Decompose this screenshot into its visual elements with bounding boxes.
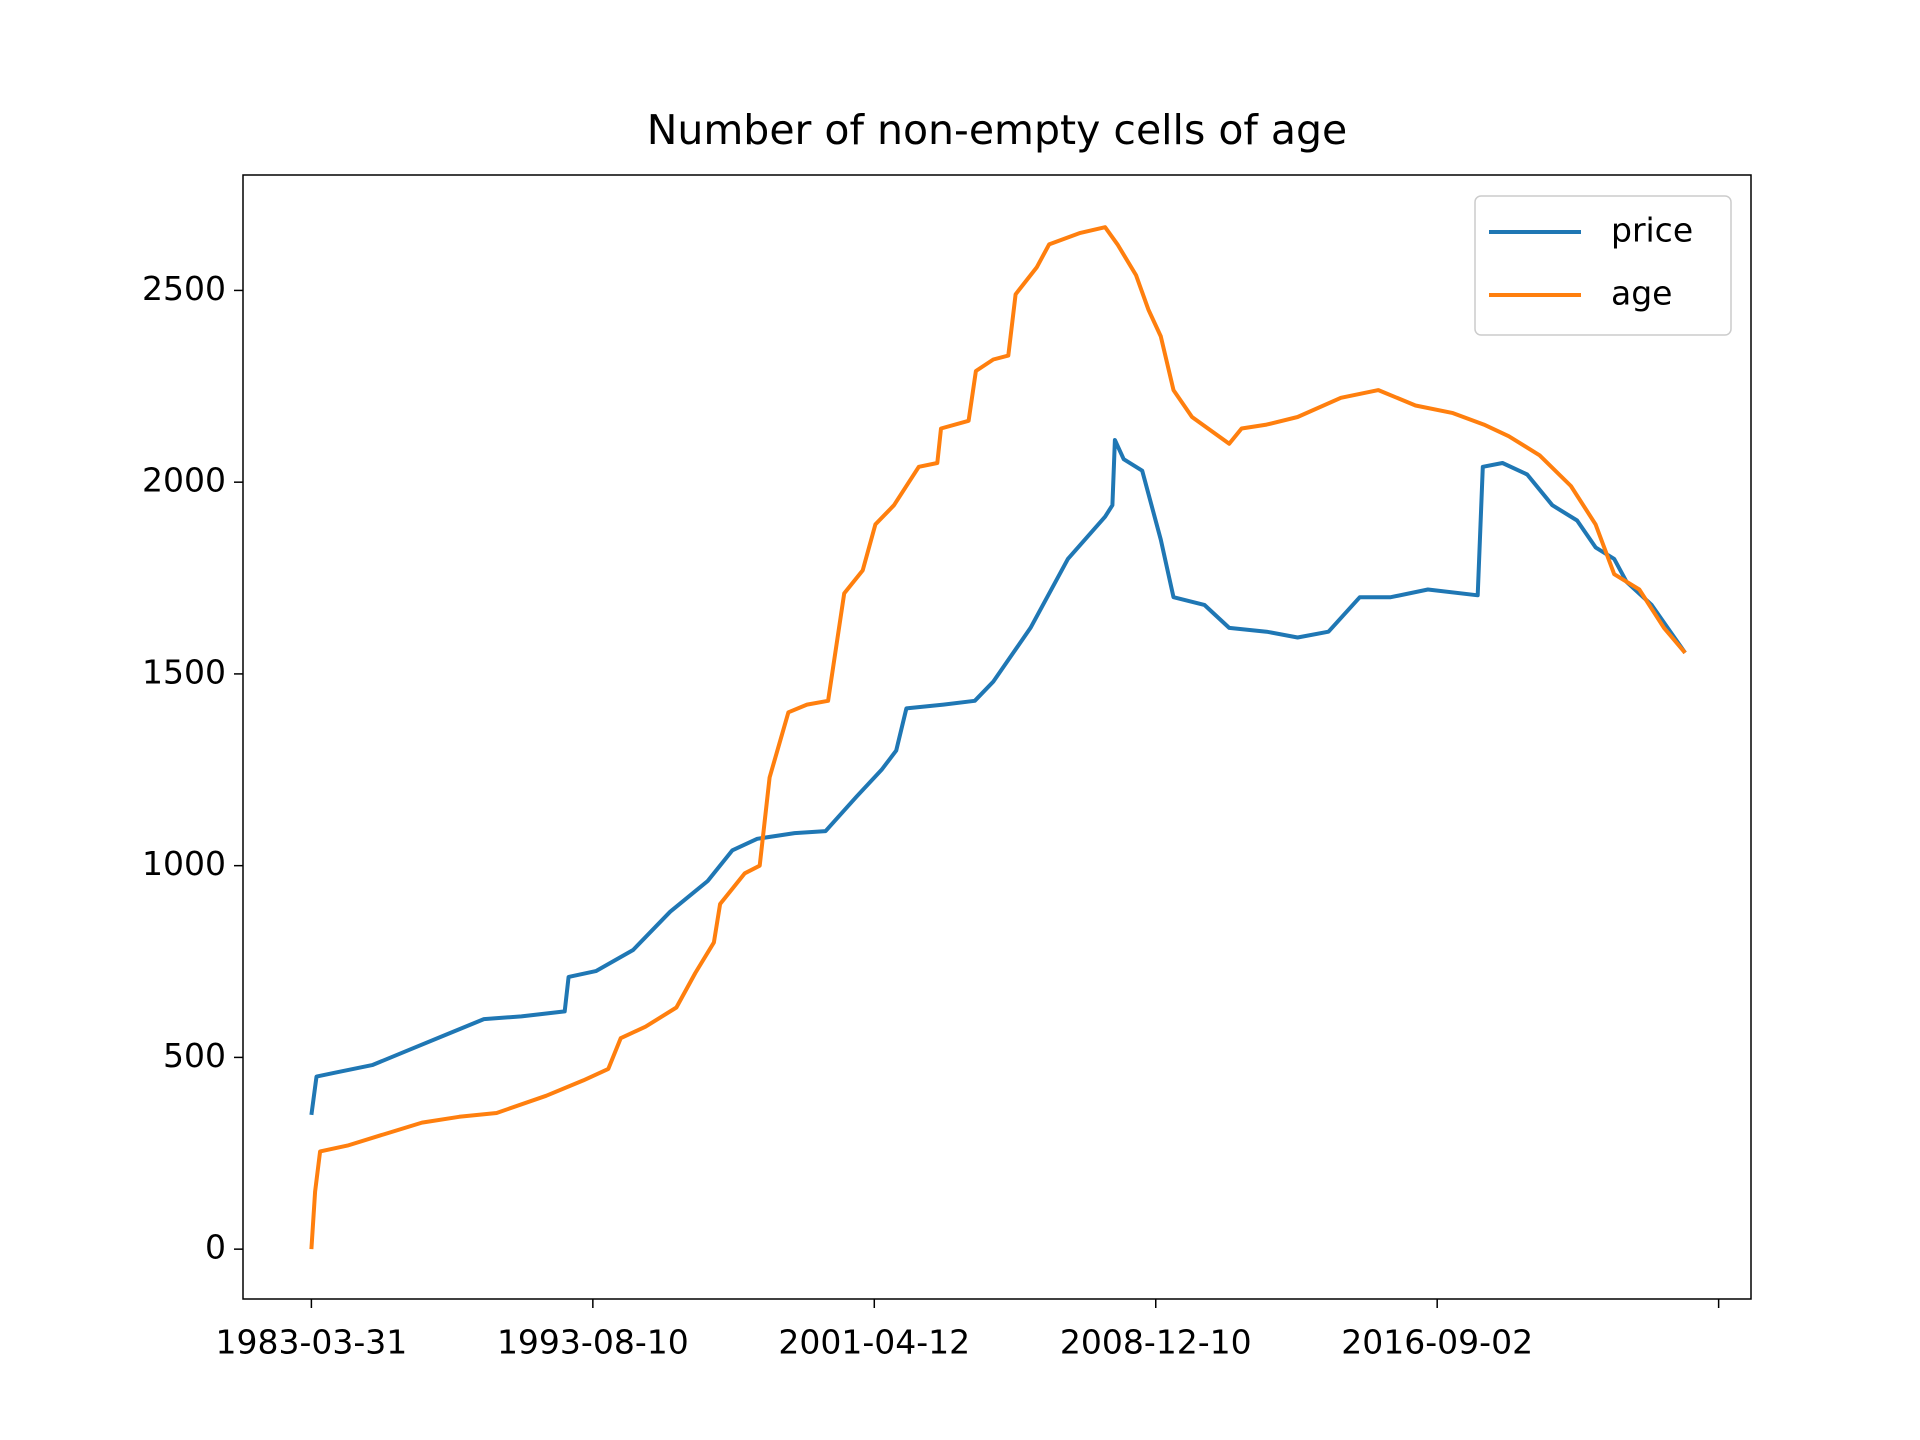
x-tick-label: 2001-04-12 <box>778 1323 970 1362</box>
x-tick-label: 1983-03-31 <box>216 1323 408 1362</box>
legend-text: age <box>1611 274 1672 313</box>
y-tick-label: 500 <box>163 1036 226 1075</box>
x-tick-label: 2016-09-02 <box>1341 1323 1533 1362</box>
line-series <box>309 438 1687 1116</box>
chart-title: Number of non-empty cells of age <box>647 106 1348 154</box>
line-series <box>309 225 1687 1250</box>
x-tick-label: 1993-08-10 <box>497 1323 689 1362</box>
y-tick-label: 2000 <box>142 461 226 500</box>
legend-text: price <box>1611 211 1693 250</box>
x-tick-label: 2008-12-10 <box>1060 1323 1252 1362</box>
y-tick-label: 2500 <box>142 269 226 308</box>
plot-frame <box>242 174 1752 1300</box>
y-tick-label: 0 <box>205 1228 226 1267</box>
y-tick-label: 1500 <box>142 652 226 691</box>
y-tick-label: 1000 <box>142 844 226 883</box>
